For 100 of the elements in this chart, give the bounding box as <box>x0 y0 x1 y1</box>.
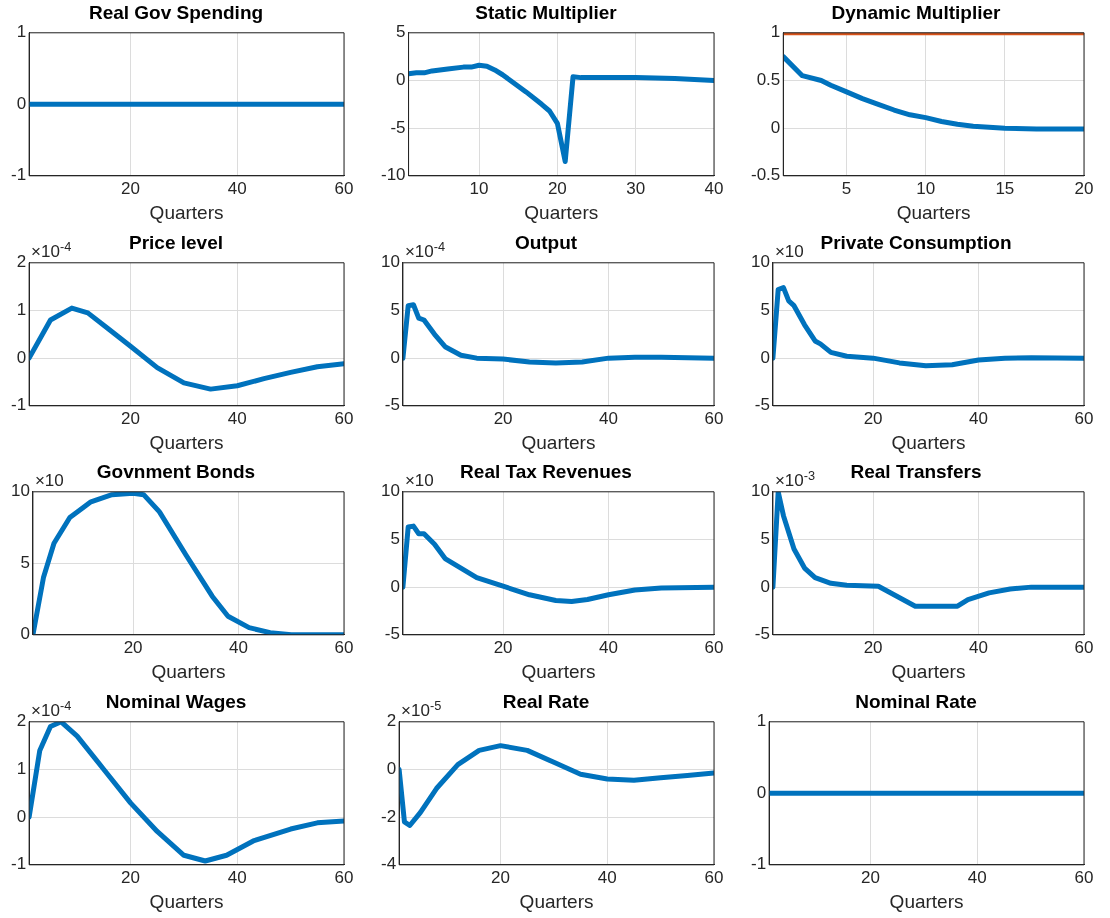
chart-title: Real Rate <box>502 690 590 712</box>
x-tick-label: 60 <box>334 408 354 428</box>
x-axis-title: Quarters <box>521 431 596 453</box>
x-tick-label: 15 <box>995 178 1015 198</box>
x-tick-label: 40 <box>227 408 247 428</box>
x-tick-label: 60 <box>1074 408 1094 428</box>
x-tick-label: 20 <box>123 637 143 657</box>
y-tick-label: 1 <box>756 710 767 730</box>
chart-title: Nominal Rate <box>855 690 977 712</box>
x-tick-label: 40 <box>969 637 989 657</box>
y-tick-label: 5 <box>396 22 406 42</box>
x-tick-label: 20 <box>121 408 140 428</box>
y-tick-label: 0 <box>16 806 27 826</box>
chart-title: Output <box>514 231 578 253</box>
x-tick-label: 30 <box>626 178 646 198</box>
x-tick-label: 60 <box>704 408 724 428</box>
x-axis-title: Quarters <box>896 201 971 223</box>
y-tick-label: 0 <box>20 624 30 644</box>
y-tick-label: 5 <box>390 529 400 549</box>
y-tick-label: -1 <box>10 853 27 873</box>
x-tick-label: 10 <box>469 178 489 198</box>
y-tick-label: 0 <box>390 576 400 596</box>
y-tick-label: 10 <box>380 251 400 271</box>
y-tick-label: 2 <box>386 710 397 730</box>
x-tick-label: 40 <box>227 178 247 198</box>
y-tick-label: 0 <box>390 347 400 367</box>
x-tick-label: 20 <box>493 637 513 657</box>
x-tick-label: 20 <box>121 178 140 198</box>
y-tick-label: -4 <box>380 853 397 873</box>
x-tick-label: 20 <box>491 867 510 887</box>
y-tick-label: 2 <box>16 251 27 271</box>
x-tick-label: 20 <box>121 867 140 887</box>
x-tick-label: 60 <box>1074 637 1094 657</box>
x-tick-label: 60 <box>334 867 354 887</box>
y-tick-label: 0.5 <box>756 70 781 90</box>
y-tick-label: -1 <box>750 853 767 873</box>
text: ×10 <box>404 470 434 490</box>
y-tick-label: -2 <box>380 806 397 826</box>
x-tick-label: 60 <box>1074 867 1094 887</box>
x-tick-label: 60 <box>334 637 354 657</box>
x-axis-title: Quarters <box>891 660 966 682</box>
x-tick-label: 40 <box>969 408 989 428</box>
text: ×10 <box>34 470 64 490</box>
y-tick-label: 1 <box>770 22 781 42</box>
x-tick-label: 20 <box>1074 178 1094 198</box>
y-tick-label: -10 <box>380 165 406 185</box>
y-tick-label: 10 <box>750 251 770 271</box>
x-axis-title: Quarters <box>149 890 224 912</box>
x-tick-label: 40 <box>599 408 619 428</box>
y-tick-label: 0 <box>386 758 397 778</box>
y-tick-label: 5 <box>20 552 30 572</box>
y-tick-label: 0 <box>16 347 27 367</box>
x-axis-title: Quarters <box>519 890 594 912</box>
y-tick-label: 5 <box>760 529 770 549</box>
y-tick-label: 10 <box>380 481 400 501</box>
x-tick-label: 40 <box>597 867 617 887</box>
chart-title: Dynamic Multiplier <box>831 1 1002 23</box>
x-tick-label: 40 <box>967 867 987 887</box>
x-axis-title: Quarters <box>891 431 966 453</box>
chart-title: Real Gov Spending <box>88 1 264 23</box>
y-tick-label: 1 <box>16 22 27 42</box>
x-tick-label: 40 <box>704 178 724 198</box>
y-tick-label: -1 <box>10 394 27 414</box>
chart-title: Real Transfers <box>850 460 982 482</box>
x-axis-title: Quarters <box>889 890 964 912</box>
chart-title: Static Multiplier <box>475 1 618 23</box>
y-tick-label: 0 <box>760 347 770 367</box>
x-tick-label: 60 <box>334 178 354 198</box>
y-tick-label: 1 <box>16 299 27 319</box>
x-tick-label: 60 <box>704 867 724 887</box>
x-tick-label: 20 <box>547 178 567 198</box>
chart-title: Price level <box>128 231 224 253</box>
y-tick-label: -0.5 <box>751 165 781 185</box>
y-tick-label: -5 <box>384 624 400 644</box>
x-axis-title: Quarters <box>524 201 599 223</box>
y-tick-label: 0 <box>756 782 767 802</box>
y-tick-label: 5 <box>760 299 770 319</box>
x-tick-label: 20 <box>493 408 513 428</box>
y-tick-label: 1 <box>16 758 27 778</box>
x-axis-title: Quarters <box>149 201 224 223</box>
y-tick-label: 5 <box>390 299 400 319</box>
x-tick-label: 40 <box>229 637 249 657</box>
x-tick-label: 60 <box>704 637 724 657</box>
chart-title: Nominal Wages <box>105 690 247 712</box>
chart-title: Real Tax Revenues <box>460 460 632 482</box>
y-tick-label: -1 <box>10 165 27 185</box>
x-axis-title: Quarters <box>151 660 226 682</box>
x-tick-label: 20 <box>863 408 883 428</box>
x-tick-label: 5 <box>841 178 852 198</box>
y-tick-label: -5 <box>754 624 770 644</box>
y-tick-label: 0 <box>396 70 406 90</box>
y-tick-label: 10 <box>750 481 770 501</box>
text: ×10 <box>774 241 804 261</box>
y-tick-label: -5 <box>384 394 400 414</box>
x-tick-label: 40 <box>227 867 247 887</box>
y-tick-label: -5 <box>390 117 406 137</box>
y-tick-label: 0 <box>16 93 27 113</box>
y-tick-label: 10 <box>10 481 30 501</box>
x-tick-label: 20 <box>863 637 883 657</box>
chart-title: Govnment Bonds <box>96 460 256 482</box>
